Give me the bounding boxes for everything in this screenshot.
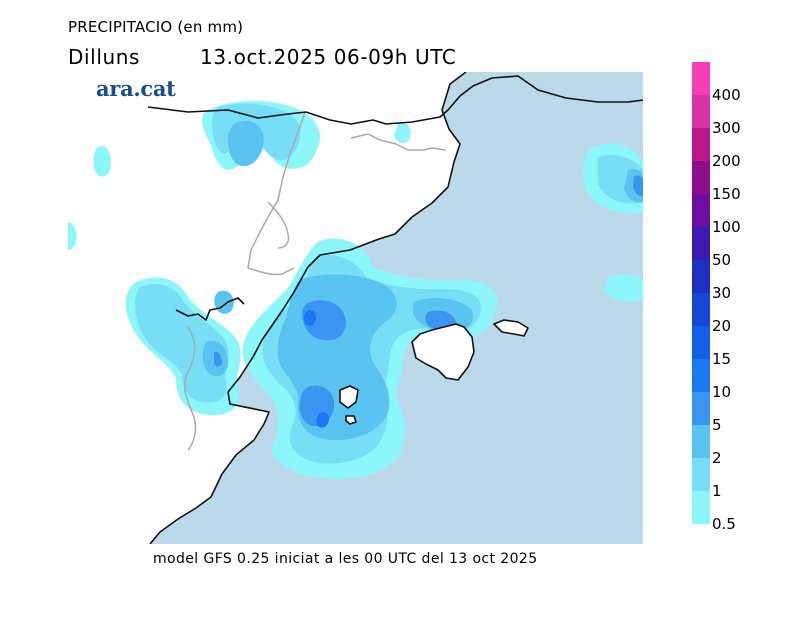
chart-title: PRECIPITACIO (en mm) — [68, 18, 244, 36]
legend-label: 10 — [712, 383, 732, 401]
legend-label: 150 — [712, 185, 741, 203]
chart-day: Dilluns — [68, 45, 141, 69]
legend-label: 30 — [712, 284, 732, 302]
legend-label: 2 — [712, 449, 722, 467]
brand-logo[interactable]: ara.cat — [96, 76, 176, 101]
chart-datetime: 13.oct.2025 06-09h UTC — [200, 45, 457, 69]
legend-label: 5 — [712, 416, 722, 434]
legend-label: 100 — [712, 218, 741, 236]
precip-level-10 — [303, 310, 329, 428]
legend-swatch — [692, 227, 710, 260]
precip-level-5 — [214, 175, 643, 427]
legend-label: 300 — [712, 119, 741, 137]
legend-swatch — [692, 458, 710, 491]
legend-swatch — [692, 392, 710, 425]
legend-label: 50 — [712, 251, 732, 269]
legend-swatch — [692, 194, 710, 227]
precipitation-map — [68, 72, 643, 544]
legend-swatch — [692, 95, 710, 128]
legend-label: 15 — [712, 350, 732, 368]
legend-swatch — [692, 491, 710, 524]
legend-swatch — [692, 326, 710, 359]
legend-swatch — [692, 128, 710, 161]
legend-label: 200 — [712, 152, 741, 170]
legend-label: 20 — [712, 317, 732, 335]
legend-swatch — [692, 293, 710, 326]
legend-swatch — [692, 359, 710, 392]
legend-swatch — [692, 62, 710, 95]
land-borders — [183, 111, 447, 451]
legend-label: 1 — [712, 482, 722, 500]
legend-label: 400 — [712, 86, 741, 104]
legend-swatch — [692, 260, 710, 293]
coastline — [147, 72, 643, 544]
legend-label: 0.5 — [712, 515, 736, 533]
model-info-footer: model GFS 0.25 iniciat a les 00 UTC del … — [153, 551, 538, 567]
legend-swatch — [692, 425, 710, 458]
land-area — [68, 72, 466, 544]
legend-color-bar — [692, 62, 712, 524]
legend-swatch — [692, 161, 710, 194]
